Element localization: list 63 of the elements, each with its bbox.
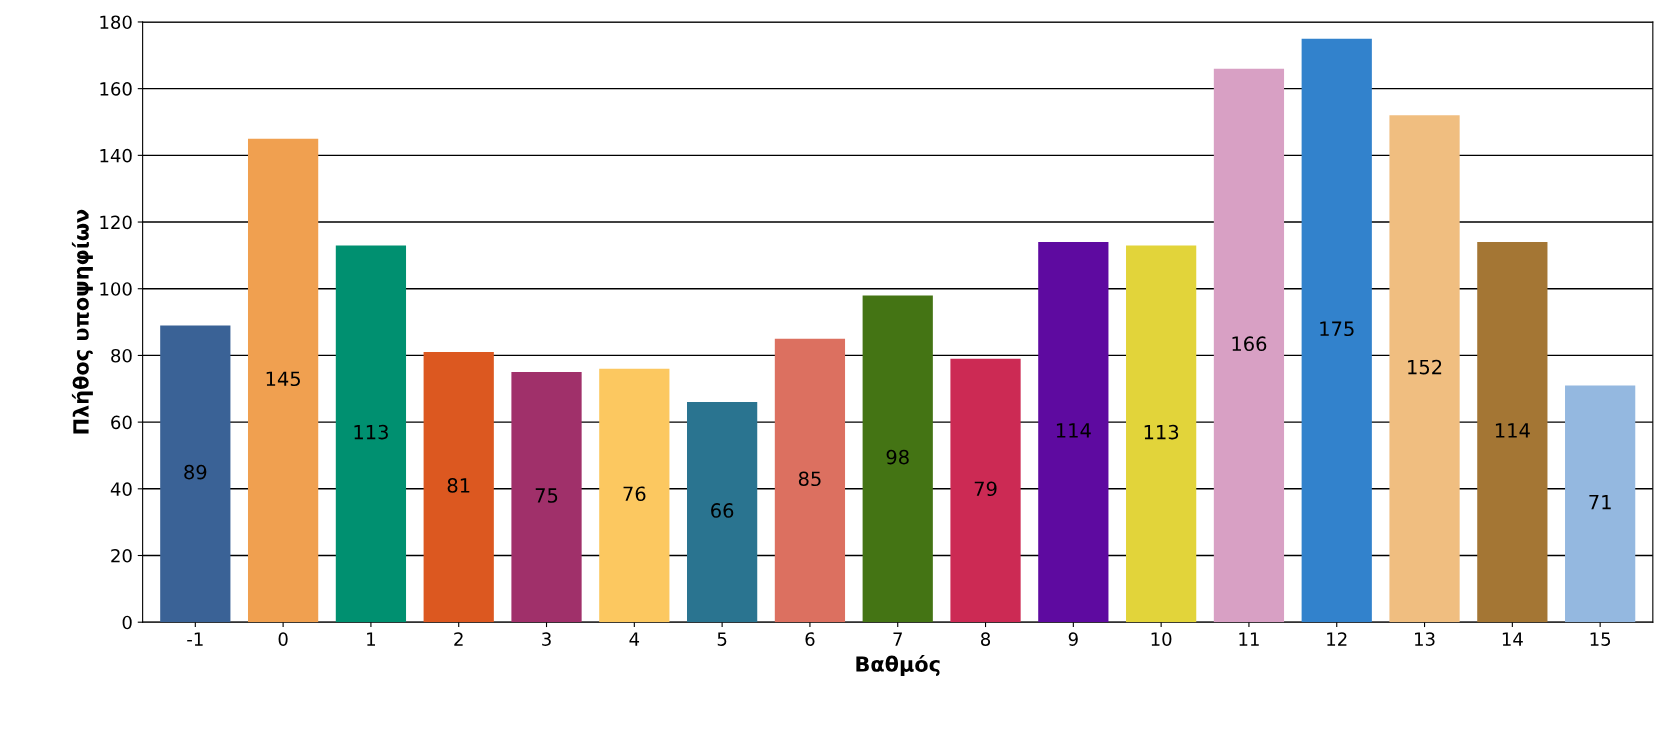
data-label: 113 (1144, 424, 1179, 440)
y-tick-label: 60 (111, 415, 132, 430)
data-label: 175 (1320, 321, 1354, 337)
data-label: 98 (886, 449, 909, 465)
y-tick-label: 140 (100, 148, 132, 163)
data-label: 71 (1589, 495, 1611, 510)
y-axis-title: Πλήθος υποψηφίων (71, 209, 93, 434)
bar (950, 358, 1021, 623)
x-tick-label: 3 (542, 632, 551, 646)
x-tick-label: 0 (278, 632, 288, 646)
data-label: 152 (1408, 359, 1442, 375)
x-tick-label: 1 (367, 632, 375, 646)
data-label: 76 (623, 486, 646, 502)
x-tick-label: 10 (1151, 632, 1172, 646)
bar (774, 338, 846, 623)
x-tick-label: 9 (1068, 632, 1078, 646)
x-tick-label: 13 (1415, 632, 1435, 646)
y-tick-label: 0 (122, 615, 132, 630)
x-tick-label: 2 (454, 632, 463, 646)
bar (160, 325, 231, 623)
x-tick-label: 5 (717, 632, 727, 646)
x-axis-title: Βαθμός (856, 654, 940, 676)
y-tick-label: 80 (111, 348, 132, 363)
x-tick-label: 15 (1590, 632, 1611, 646)
y-tick-label: 160 (100, 82, 132, 96)
data-label: 166 (1232, 336, 1267, 352)
data-label: 85 (798, 471, 821, 487)
data-label: 114 (1495, 423, 1530, 438)
bar (247, 138, 319, 623)
data-label: 66 (711, 503, 734, 518)
data-label: 145 (266, 371, 300, 387)
y-tick-label: 180 (100, 15, 132, 30)
data-label: 75 (535, 488, 558, 503)
bar (1565, 385, 1636, 623)
bar (1301, 38, 1372, 623)
data-label: 114 (1056, 423, 1091, 438)
bar (862, 295, 933, 623)
x-tick-label: 8 (981, 632, 991, 646)
x-tick-label: 7 (893, 632, 902, 646)
bar (1126, 245, 1197, 623)
bar (423, 352, 494, 623)
x-tick-label: 4 (629, 632, 640, 646)
y-tick-label: 20 (111, 548, 132, 563)
bar (1213, 68, 1285, 623)
y-tick-label: 100 (100, 282, 132, 296)
data-label: 89 (184, 464, 207, 480)
data-label: 81 (447, 478, 470, 493)
bar (511, 372, 582, 623)
bar (1389, 115, 1460, 623)
data-label: 79 (974, 481, 997, 497)
y-tick-label: 40 (110, 482, 132, 496)
x-tick-label: 12 (1327, 632, 1347, 646)
bar (687, 402, 758, 623)
x-tick-label: -1 (187, 632, 203, 646)
y-tick-label: 120 (100, 215, 132, 230)
data-label: 113 (354, 424, 388, 440)
x-tick-label: 6 (805, 632, 815, 646)
bar (1038, 242, 1109, 623)
bar (599, 368, 670, 623)
bar (335, 245, 407, 623)
bar (1477, 242, 1548, 623)
x-tick-label: 14 (1502, 632, 1523, 646)
x-tick-label: 11 (1239, 632, 1259, 646)
